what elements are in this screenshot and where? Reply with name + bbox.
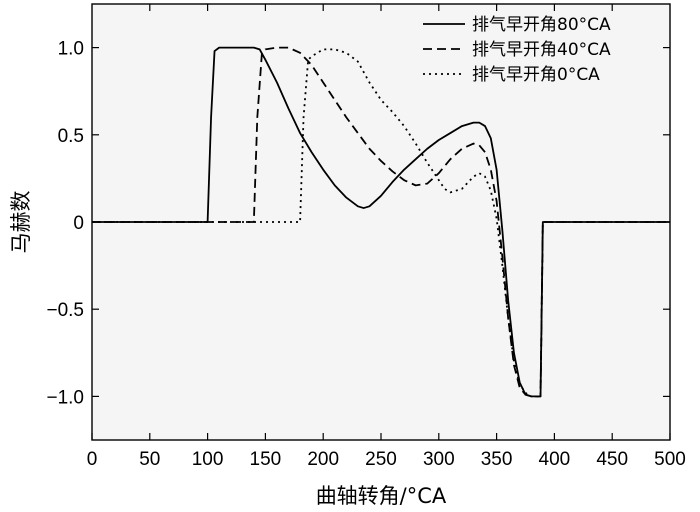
series-line-1 [92, 46, 670, 398]
x-tick-label: 250 [365, 449, 397, 470]
legend: 排气早开角80°CA 排气早开角40°CA 排气早开角0°CA [423, 15, 611, 85]
x-tick-label: 300 [423, 449, 455, 470]
x-tick-label: 450 [596, 449, 628, 470]
y-axis-title: 马赫数 [9, 191, 33, 254]
legend-label-2: 排气早开角40°CA [472, 40, 611, 60]
x-tick-label: 0 [87, 449, 98, 470]
series-layer [92, 46, 670, 398]
x-tick-label: 200 [307, 449, 339, 470]
x-tick-label: 350 [481, 449, 513, 470]
legend-label-1: 排气早开角80°CA [472, 15, 611, 35]
x-tick-label: 400 [539, 449, 571, 470]
series-line-3 [92, 48, 670, 398]
x-tick-label: 50 [139, 449, 160, 470]
y-tick-label: −0.5 [46, 300, 84, 321]
series-line-2 [92, 46, 670, 398]
x-axis-title: 曲轴转角/°CA [316, 484, 447, 508]
y-tick-label: 0 [73, 213, 84, 234]
x-tick-label: 500 [654, 449, 686, 470]
x-tick-label: 100 [192, 449, 224, 470]
legend-label-3: 排气早开角0°CA [472, 65, 600, 85]
y-tick-label: 0.5 [58, 126, 84, 147]
x-tick-label: 150 [250, 449, 282, 470]
tick-layer: 0 50 100 150 200 250 300 350 400 450 500 1.0 0.5 0 −0.… [46, 4, 686, 470]
y-tick-label: −1.0 [46, 387, 84, 408]
y-tick-label: 1.0 [58, 39, 84, 60]
